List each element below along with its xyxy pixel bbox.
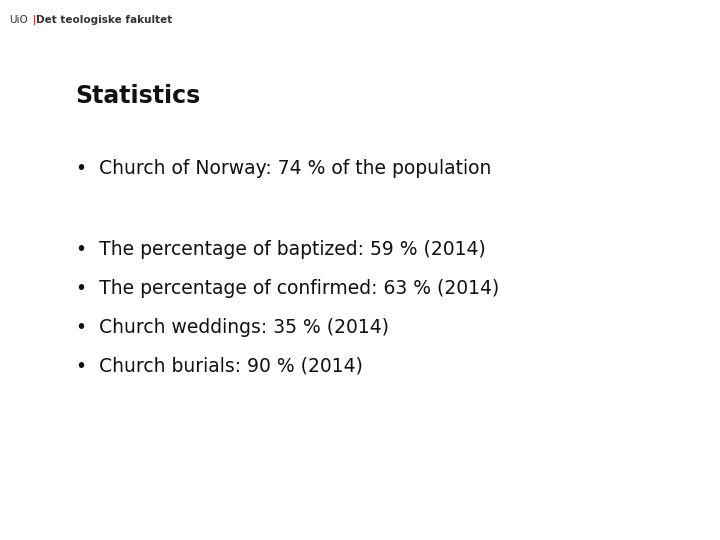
Text: Statistics: Statistics [76, 84, 201, 107]
Text: •  Church weddings: 35 % (2014): • Church weddings: 35 % (2014) [76, 318, 389, 337]
Text: UiO: UiO [9, 15, 27, 25]
Text: •  Church burials: 90 % (2014): • Church burials: 90 % (2014) [76, 357, 362, 376]
Text: ❘: ❘ [29, 15, 37, 25]
Text: •  The percentage of confirmed: 63 % (2014): • The percentage of confirmed: 63 % (201… [76, 279, 499, 298]
Text: Det teologiske fakultet: Det teologiske fakultet [36, 15, 172, 25]
Text: •  Church of Norway: 74 % of the population: • Church of Norway: 74 % of the populati… [76, 159, 491, 178]
Text: •  The percentage of baptized: 59 % (2014): • The percentage of baptized: 59 % (2014… [76, 240, 485, 259]
